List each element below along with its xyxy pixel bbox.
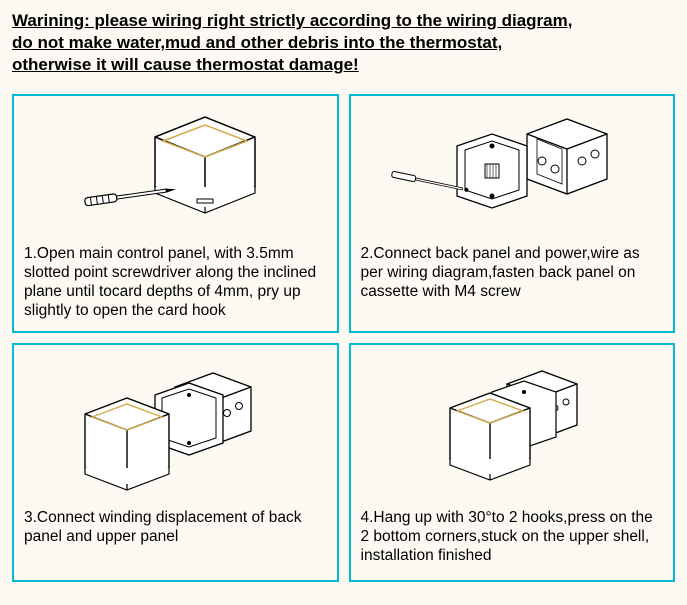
step-3-text: 3.Connect winding displacement of back p…	[24, 509, 327, 547]
warning-line2: do not make water,mud and other debris i…	[12, 33, 502, 52]
warning-line3: otherwise it will cause thermostat damag…	[12, 55, 359, 74]
step-2-text: 2.Connect back panel and power,wire as p…	[361, 245, 664, 302]
warning-line1: Warining: please wiring right strictly a…	[12, 11, 572, 30]
step-4-text: 4.Hang up with 30°to 2 hooks,press on th…	[361, 509, 664, 566]
step-4-cell: 4.Hang up with 30°to 2 hooks,press on th…	[349, 343, 676, 582]
step-1-illustration	[24, 104, 327, 239]
step-2-illustration	[361, 104, 664, 239]
step-1-text: 1.Open main control panel, with 3.5mm sl…	[24, 245, 327, 321]
step-4-illustration	[361, 353, 664, 503]
step-2-cell: 2.Connect back panel and power,wire as p…	[349, 94, 676, 333]
step-3-illustration	[24, 353, 327, 503]
step-1-cell: 1.Open main control panel, with 3.5mm sl…	[12, 94, 339, 333]
step-3-cell: 3.Connect winding displacement of back p…	[12, 343, 339, 582]
warning-text: Warining: please wiring right strictly a…	[12, 10, 675, 76]
instruction-grid: 1.Open main control panel, with 3.5mm sl…	[12, 94, 675, 581]
